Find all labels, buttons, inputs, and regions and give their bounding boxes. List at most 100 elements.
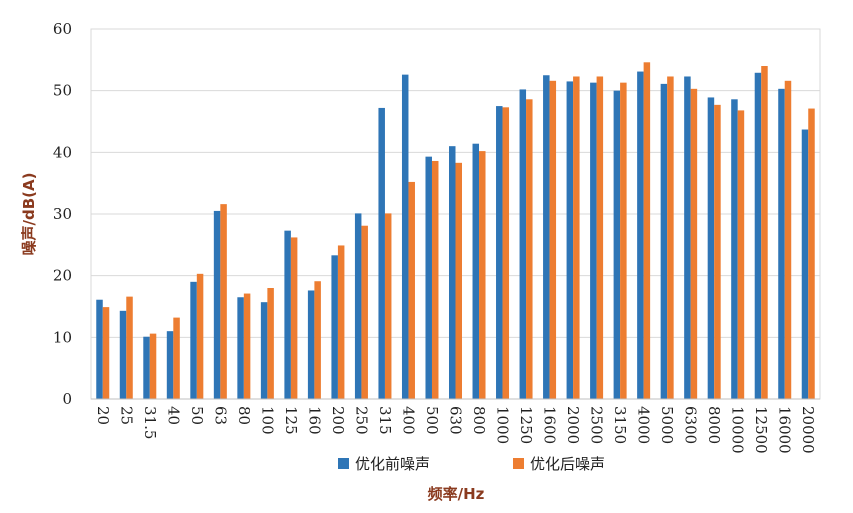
bar-after (596, 76, 604, 399)
bar-after (126, 296, 133, 399)
x-tick-label: 5000 (658, 406, 676, 444)
gridlines (91, 28, 820, 338)
legend-label-after: 优化后噪声 (530, 455, 605, 473)
x-axis-title: 频率/Hz (428, 485, 485, 503)
y-axis-tick-labels: 0 10 20 30 40 50 60 (53, 20, 72, 408)
bar-before (119, 310, 127, 399)
x-tick-label: 16000 (776, 406, 794, 454)
x-tick-label: 40 (164, 406, 182, 425)
x-tick-label: 2500 (588, 406, 606, 444)
legend-label-before: 优化前噪声 (355, 455, 430, 473)
x-tick-label: 63 (211, 406, 229, 425)
bar-after (737, 110, 745, 400)
x-tick-label: 160 (305, 406, 323, 435)
bar-before (613, 90, 621, 400)
bar-after (620, 82, 627, 400)
bar-before (213, 210, 221, 399)
x-tick-label: 20 (94, 406, 112, 425)
bar-after (502, 107, 510, 399)
bar-after (267, 288, 274, 399)
y-tick-label: 60 (53, 20, 72, 38)
x-tick-label: 200 (329, 406, 347, 435)
x-tick-label: 3150 (611, 406, 629, 444)
bar-after (549, 80, 557, 400)
x-tick-label: 8000 (705, 406, 723, 444)
bar-before (660, 83, 668, 399)
bar-after (337, 245, 345, 399)
bar-before (778, 88, 785, 399)
bar-after (173, 317, 180, 399)
bar-before (519, 89, 527, 400)
bar-after (196, 273, 204, 399)
bars (96, 62, 815, 400)
bar-before (331, 255, 338, 399)
bar-before (801, 129, 809, 399)
bar-after (149, 333, 157, 399)
bar-after (384, 213, 392, 399)
bar-before (449, 146, 456, 399)
x-tick-label: 1000 (494, 406, 512, 444)
bar-after (643, 62, 651, 400)
bar-after (314, 281, 321, 399)
bar-after (243, 293, 251, 399)
x-tick-label: 4000 (635, 406, 653, 444)
x-tick-label: 315 (376, 406, 394, 435)
bar-after (526, 99, 533, 400)
y-axis-title: 噪声/dB(A) (20, 173, 38, 256)
bar-after (431, 160, 439, 399)
x-tick-label: 400 (399, 406, 417, 435)
bar-before (96, 299, 103, 399)
bar-after (220, 204, 227, 399)
x-tick-label: 50 (188, 406, 206, 425)
bar-before (401, 74, 409, 399)
y-tick-label: 0 (62, 390, 72, 408)
x-axis-tick-labels: 20 25 31.5 40 50 63 80 100 125 160 200 250 315 400 500… (94, 406, 817, 454)
bar-before (284, 230, 291, 399)
bar-before (590, 82, 597, 400)
bar-after (479, 151, 486, 399)
bar-before (496, 106, 503, 399)
bar-before (731, 99, 738, 400)
bar-after (784, 80, 792, 400)
x-tick-label: 10000 (729, 406, 747, 454)
bar-before (307, 290, 315, 399)
x-tick-label: 1600 (541, 406, 559, 444)
bar-before (378, 107, 385, 400)
x-tick-label: 100 (258, 406, 276, 435)
x-tick-label: 800 (470, 406, 488, 435)
bar-before (166, 331, 174, 399)
y-tick-label: 30 (53, 205, 72, 223)
x-tick-label: 31.5 (141, 406, 159, 439)
bar-after (690, 88, 698, 399)
bar-before (754, 72, 762, 399)
bar-before (190, 281, 197, 399)
bar-after (573, 76, 580, 399)
x-tick-label: 2000 (564, 406, 582, 444)
x-tick-label: 125 (282, 406, 300, 435)
y-tick-label: 10 (53, 328, 72, 346)
x-tick-label: 630 (447, 406, 465, 435)
y-tick-label: 50 (53, 82, 72, 100)
y-tick-label: 20 (53, 267, 72, 285)
x-tick-label: 6300 (682, 406, 700, 444)
legend: 优化前噪声 优化后噪声 (338, 455, 605, 473)
bar-after (361, 225, 368, 399)
legend-swatch-after (513, 458, 524, 469)
bar-after (667, 76, 674, 399)
bar-before (143, 336, 150, 399)
bar-after (102, 307, 110, 399)
bar-after (761, 66, 768, 399)
bar-before (260, 302, 268, 399)
x-tick-label: 80 (235, 406, 253, 425)
bar-after (808, 108, 815, 400)
bar-before (425, 156, 432, 399)
bar-after (714, 104, 721, 399)
x-tick-label: 1250 (517, 406, 535, 444)
bar-before (543, 75, 550, 399)
bar-before (707, 97, 715, 399)
bar-before (637, 71, 644, 400)
bar-before (566, 81, 574, 400)
y-tick-label: 40 (53, 143, 72, 161)
x-tick-label: 250 (352, 406, 370, 435)
